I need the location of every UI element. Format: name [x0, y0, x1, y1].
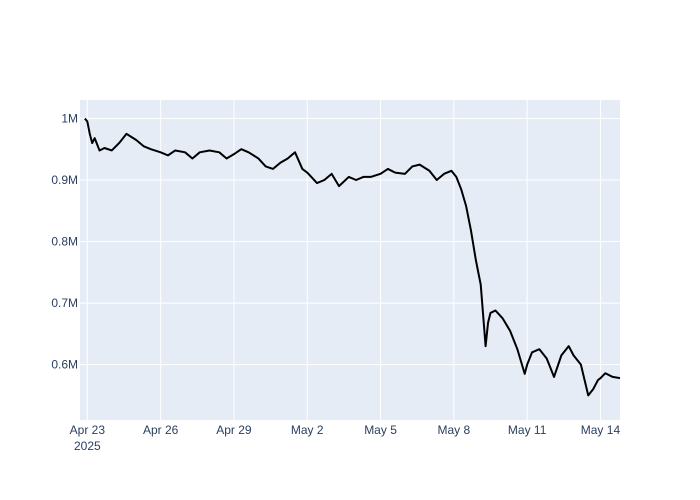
series-line — [84, 117, 621, 397]
x-tick-year-label: 2025 — [74, 439, 101, 453]
y-tick-label: 1M — [61, 111, 78, 125]
y-tick-label: 0.9M — [51, 173, 78, 187]
y-tick-label: 0.8M — [51, 235, 78, 249]
x-axis: Apr 23 2025 Apr 26 Apr 29 May 2 May 5 May 8 May… — [70, 423, 621, 453]
x-tick-label: Apr 29 — [216, 423, 252, 437]
x-tick-label: May 14 — [581, 423, 621, 437]
x-tick-label: May 5 — [364, 423, 397, 437]
y-axis: 0.6M 0.7M 0.8M 0.9M 1M — [51, 111, 78, 371]
y-tick-label: 0.6M — [51, 358, 78, 372]
series-layer — [84, 117, 621, 397]
x-tick-label: Apr 26 — [143, 423, 179, 437]
x-tick-label: May 8 — [438, 423, 471, 437]
y-tick-label: 0.7M — [51, 296, 78, 310]
x-tick-label: May 11 — [508, 423, 547, 437]
x-tick-label: May 2 — [291, 423, 324, 437]
x-tick-label: Apr 23 — [70, 423, 106, 437]
